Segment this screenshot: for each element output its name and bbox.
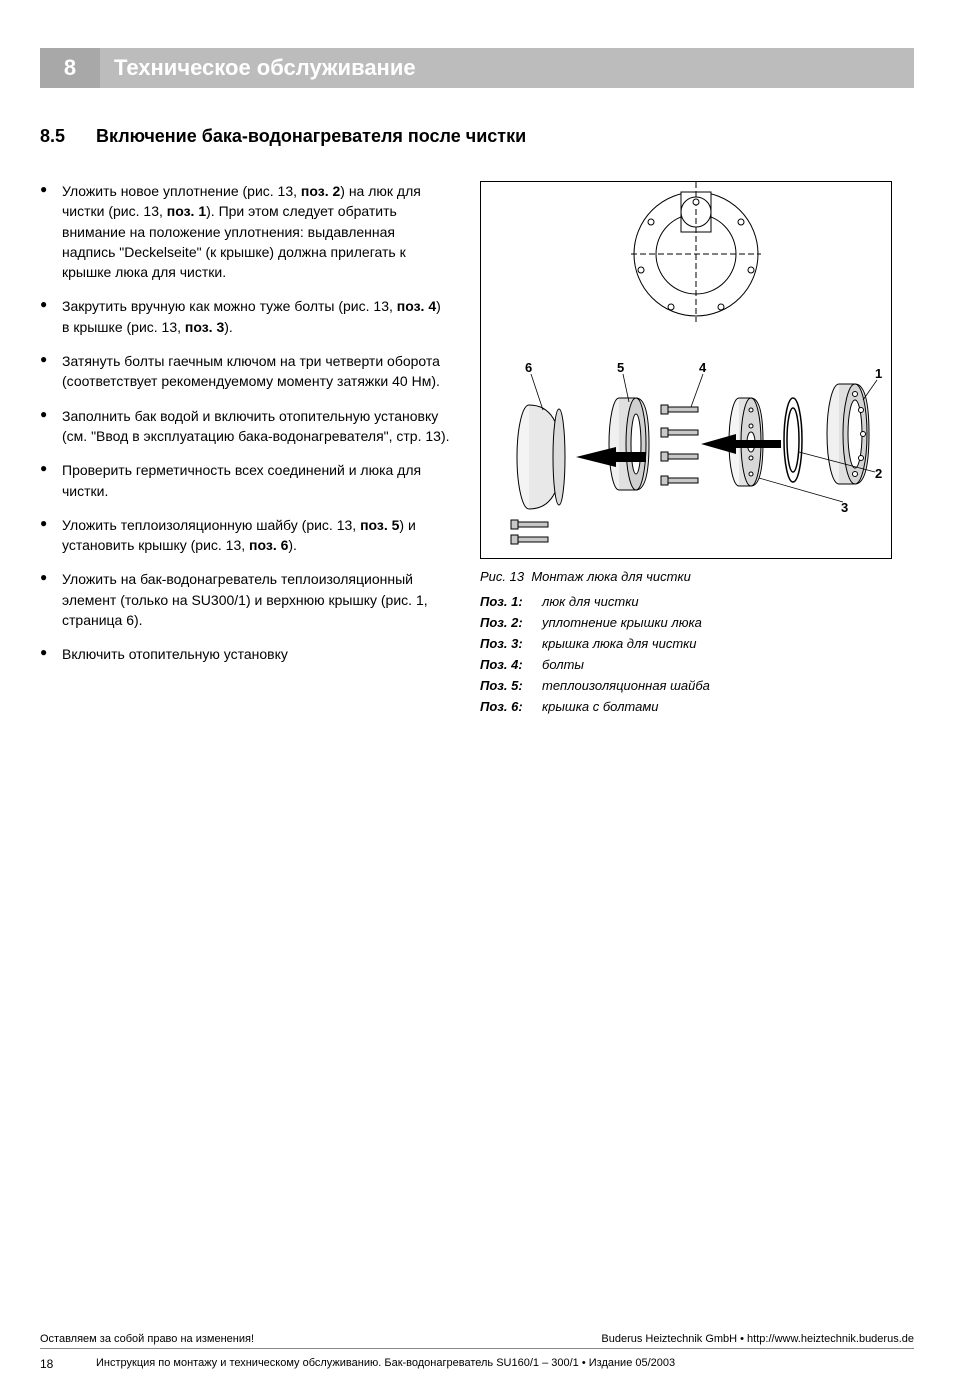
- two-column-layout: Уложить новое уплотнение (рис. 13, поз. …: [40, 181, 914, 720]
- callout-1: 1: [875, 366, 882, 381]
- footer-top-row: Оставляем за собой право на изменения! B…: [40, 1333, 914, 1349]
- callout-2: 2: [875, 466, 882, 481]
- bullet-list: Уложить новое уплотнение (рис. 13, поз. …: [40, 181, 452, 665]
- legend-row: Поз. 6:крышка с болтами: [480, 699, 914, 714]
- callout-5: 5: [617, 360, 624, 375]
- page-footer: Оставляем за собой право на изменения! B…: [40, 1333, 914, 1371]
- footer-left-note: Оставляем за собой право на изменения!: [40, 1333, 254, 1345]
- figure-box: 6 5 4 1 2 3: [480, 181, 892, 559]
- callout-4: 4: [699, 360, 706, 375]
- assembly-diagram: [481, 182, 891, 558]
- page-content: 8.5 Включение бака-водонагревателя после…: [0, 88, 954, 720]
- figure-caption: Рис. 13 Монтаж люка для чистки: [480, 569, 914, 584]
- legend-row: Поз. 5:теплоизоляционная шайба: [480, 678, 914, 693]
- list-item: Проверить герметичность всех соединений …: [40, 460, 452, 501]
- right-column: 6 5 4 1 2 3 Рис. 13 Монтаж люка для чист…: [480, 181, 914, 720]
- left-column: Уложить новое уплотнение (рис. 13, поз. …: [40, 181, 480, 720]
- list-item: Закрутить вручную как можно туже болты (…: [40, 296, 452, 337]
- chapter-title: Техническое обслуживание: [100, 48, 914, 88]
- section-number: 8.5: [40, 126, 96, 147]
- list-item: Уложить на бак-водонагреватель теплоизол…: [40, 569, 452, 630]
- list-item: Уложить теплоизоляционную шайбу (рис. 13…: [40, 515, 452, 556]
- callout-6: 6: [525, 360, 532, 375]
- legend-row: Поз. 4:болты: [480, 657, 914, 672]
- list-item: Затянуть болты гаечным ключом на три чет…: [40, 351, 452, 392]
- section-title: Включение бака-водонагревателя после чис…: [96, 126, 914, 147]
- legend-row: Поз. 3:крышка люка для чистки: [480, 636, 914, 651]
- callout-3: 3: [841, 500, 848, 515]
- page-number: 18: [40, 1357, 96, 1371]
- chapter-header: 8 Техническое обслуживание: [40, 48, 914, 88]
- legend-row: Поз. 2:уплотнение крышки люка: [480, 615, 914, 630]
- figure-legend: Поз. 1:люк для чистки Поз. 2:уплотнение …: [480, 594, 914, 714]
- list-item: Заполнить бак водой и включить отопитель…: [40, 406, 452, 447]
- chapter-number: 8: [40, 48, 100, 88]
- footer-doc-line: Инструкция по монтажу и техническому обс…: [96, 1357, 914, 1371]
- list-item: Уложить новое уплотнение (рис. 13, поз. …: [40, 181, 452, 282]
- list-item: Включить отопительную установку: [40, 644, 452, 664]
- footer-right-note: Buderus Heiztechnik GmbH • http://www.he…: [601, 1333, 914, 1345]
- section-heading: 8.5 Включение бака-водонагревателя после…: [40, 126, 914, 147]
- footer-bottom-row: 18 Инструкция по монтажу и техническому …: [40, 1357, 914, 1371]
- legend-row: Поз. 1:люк для чистки: [480, 594, 914, 609]
